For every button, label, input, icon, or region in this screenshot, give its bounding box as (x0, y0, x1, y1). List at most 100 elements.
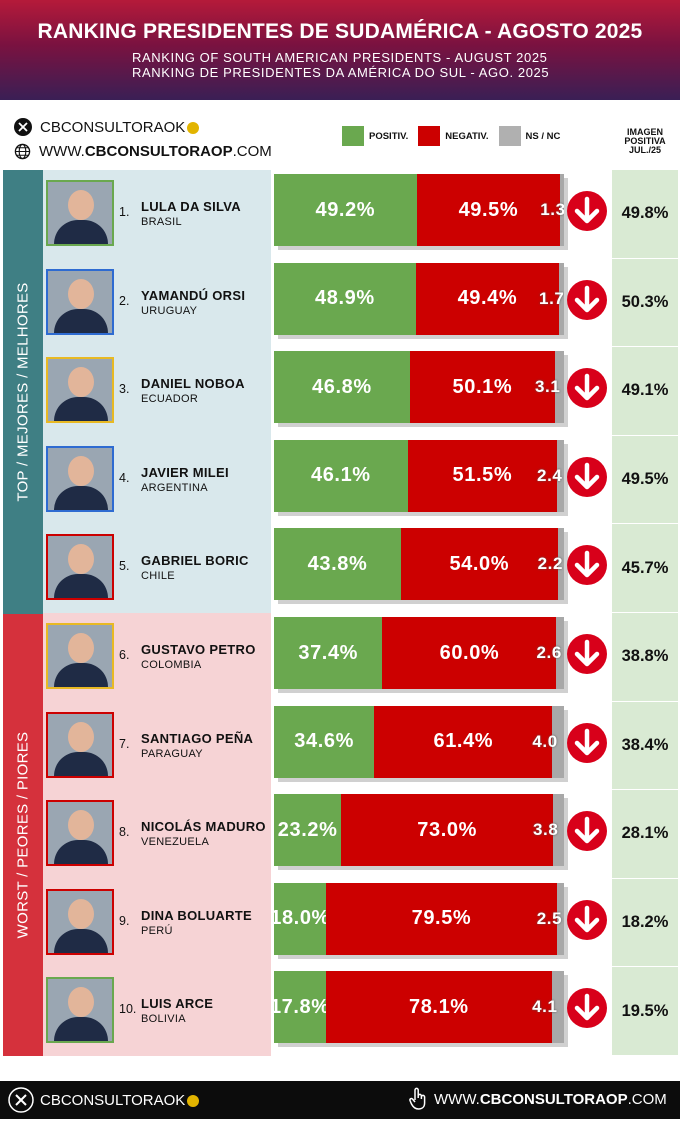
bar-nsnc: 2.4 (537, 439, 564, 512)
table-row: 8. NICOLÁS MADURO VENEZUELA 23.2% 73.0% 3.8 28… (0, 790, 680, 879)
president-name: LUIS ARCE (141, 996, 214, 1012)
president-namebox: 5. GABRIEL BORIC CHILE (43, 524, 271, 613)
verified-badge-icon (187, 1095, 200, 1107)
photo-body-shape (54, 663, 108, 687)
header-banner: RANKING PRESIDENTES DE SUDAMÉRICA - AGOS… (0, 0, 680, 100)
arrow-glyph (574, 816, 600, 844)
arrow-glyph (574, 373, 600, 401)
footer-handle-text: CBCONSULTORAOK (40, 1091, 186, 1109)
stacked-bar: 23.2% 73.0% 3.8 (274, 794, 564, 867)
bar-nsnc-label: 2.2 (537, 554, 564, 574)
arrow-glyph (574, 728, 600, 755)
bar-nsnc: 3.8 (533, 794, 564, 867)
table-row: 3. DANIEL NOBOA ECUADOR 46.8% 50.1% 3.1 49.1% (0, 347, 680, 436)
bar-nsnc: 1.7 (539, 262, 564, 335)
imagen-positiva-value: 19.5% (612, 967, 678, 1056)
president-namebox: 9. DINA BOLUARTE PERÚ (43, 878, 271, 968)
bar-positive: 46.1% (274, 439, 408, 512)
worst-band: WORST / PEORES / PIORES (3, 614, 43, 1056)
page-subtitle: RANKING OF SOUTH AMERICAN PRESIDENTS - A… (132, 50, 550, 80)
arrow-glyph (574, 994, 600, 1021)
president-namebox: 7. SANTIAGO PEÑA PARAGUAY (43, 701, 271, 791)
trend-down-arrow-icon (567, 191, 607, 231)
arrow-glyph (574, 196, 600, 224)
footer: CBCONSULTORAOK WWW.CBCONSULTORAOP.COM (0, 1081, 680, 1119)
bar-positive: 37.4% (274, 617, 383, 689)
bar-negative: 73.0% (341, 794, 553, 867)
rank-number: 9. (119, 913, 130, 928)
table-row: 5. GABRIEL BORIC CHILE 43.8% 54.0% 2.2 45.7% (0, 524, 680, 613)
president-name: GABRIEL BORIC (141, 553, 249, 569)
page-title: RANKING PRESIDENTES DE SUDAMÉRICA - AGOS… (37, 20, 643, 43)
legend-negative-label: NEGATIV. (445, 130, 489, 142)
legend-negative: NEGATIV. (418, 126, 489, 146)
arrow-glyph (574, 905, 600, 933)
president-country: PERÚ (141, 924, 173, 937)
bar-negative: 60.0% (382, 617, 557, 689)
website-link[interactable]: WWW.CBCONSULTORAOP.COM (39, 142, 272, 160)
legend-positive: POSITIV. (342, 126, 408, 146)
arrow-glyph (574, 639, 600, 667)
photo-face-shape (68, 278, 94, 309)
photo-body-shape (54, 1017, 108, 1042)
president-photo (46, 711, 114, 778)
bar-negative: 61.4% (374, 705, 553, 778)
bar-negative: 54.0% (401, 528, 558, 601)
table-row: 1. LULA DA SILVA BRASIL 49.2% 49.5% 1.3 49.8% (0, 170, 680, 259)
photo-body-shape (54, 840, 108, 865)
bar-nsnc-label: 2.4 (537, 465, 563, 485)
president-name: SANTIAGO PEÑA (141, 730, 254, 746)
table-row: 6. GUSTAVO PETRO COLOMBIA 37.4% 60.0% 2.6 38.8… (0, 613, 680, 702)
president-namebox: 6. GUSTAVO PETRO COLOMBIA (43, 613, 271, 702)
footer-website[interactable]: WWW.CBCONSULTORAOP.COM (408, 1087, 667, 1111)
imagen-positiva-value: 49.1% (612, 347, 678, 436)
bar-nsnc-label: 1.7 (539, 288, 564, 308)
stacked-bar: 46.1% 51.5% 2.4 (274, 439, 564, 512)
arrow-glyph (574, 551, 600, 578)
stacked-bar: 34.6% 61.4% 4.0 (274, 705, 564, 778)
president-country: PARAGUAY (141, 747, 203, 760)
rank-number: 8. (119, 825, 130, 840)
president-namebox: 2. YAMANDÚ ORSI URUGUAY (43, 258, 271, 348)
president-namebox: 3. DANIEL NOBOA ECUADOR (43, 347, 271, 436)
footer-handle[interactable]: CBCONSULTORAOK (8, 1087, 200, 1113)
bar-negative: 49.5% (416, 174, 561, 246)
social-website-row[interactable]: WWW.CBCONSULTORAOP.COM (14, 140, 272, 162)
imagen-positiva-value: 38.4% (612, 701, 678, 791)
president-country: VENEZUELA (141, 836, 210, 849)
bar-nsnc-label: 1.3 (540, 200, 564, 219)
president-name: JAVIER MILEI (141, 464, 229, 480)
social-handle-row[interactable]: CBCONSULTORAOK (14, 116, 272, 138)
trend-down-arrow-icon (567, 722, 607, 763)
trend-down-arrow-icon (567, 368, 607, 409)
rank-number: 7. (119, 736, 130, 751)
president-photo (46, 180, 114, 246)
rank-number: 10. (119, 1002, 137, 1017)
president-country: COLOMBIA (141, 659, 202, 671)
rank-number: 6. (119, 648, 130, 662)
legend-negative-swatch (418, 126, 441, 146)
imagen-positiva-value: 28.1% (612, 790, 678, 879)
president-photo (46, 357, 114, 424)
trend-down-arrow-icon (567, 811, 607, 852)
legend-nsnc: NS / NC (498, 126, 560, 146)
bar-positive: 43.8% (274, 528, 402, 601)
x-logo-icon (8, 1087, 34, 1113)
table-row: 2. YAMANDÚ ORSI URUGUAY 48.9% 49.4% 1.7 50.3% (0, 258, 680, 348)
legend-positive-label: POSITIV. (369, 130, 409, 142)
trend-down-arrow-icon (567, 456, 607, 497)
bar-nsnc-label: 3.8 (532, 820, 559, 840)
bar-nsnc: 2.2 (538, 528, 564, 601)
bar-nsnc-label: 2.5 (536, 908, 563, 928)
rank-number: 3. (119, 382, 130, 397)
bar-nsnc-label: 4.1 (532, 997, 558, 1017)
photo-face-shape (68, 190, 94, 220)
stacked-bar: 43.8% 54.0% 2.2 (274, 528, 564, 601)
globe-icon (14, 143, 31, 159)
president-country: ARGENTINA (141, 481, 208, 494)
bar-positive: 17.8% (274, 971, 329, 1044)
photo-face-shape (68, 987, 94, 1018)
trend-down-arrow-icon (567, 545, 607, 586)
photo-body-shape (54, 485, 108, 510)
president-name: LULA DA SILVA (141, 199, 241, 214)
